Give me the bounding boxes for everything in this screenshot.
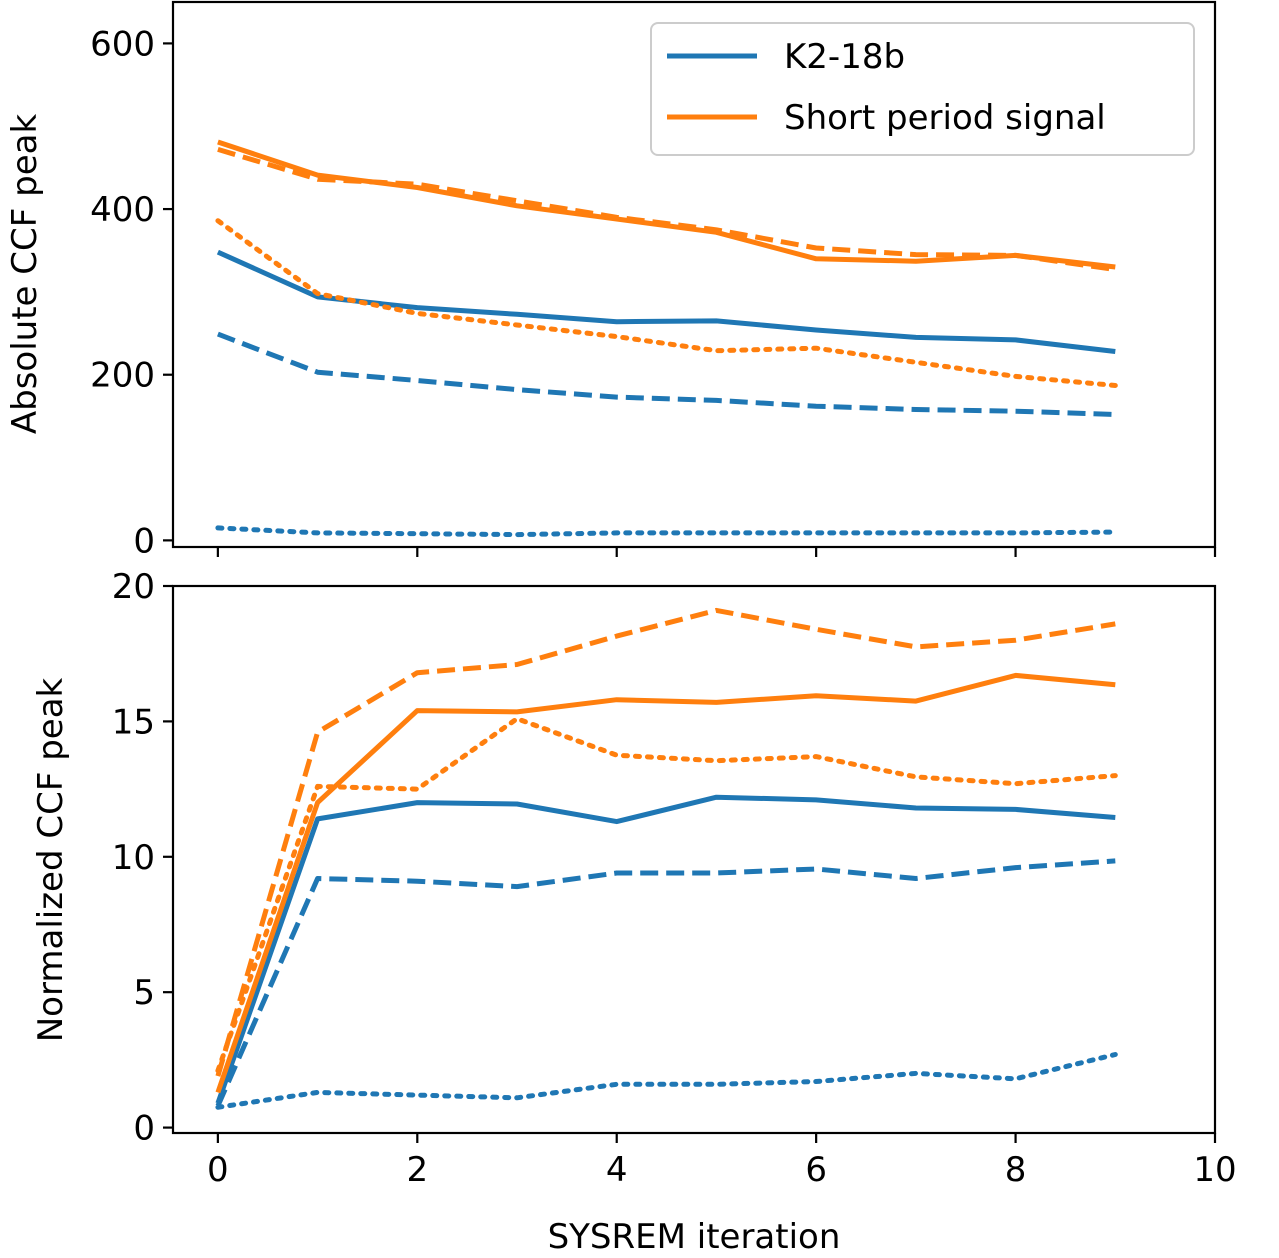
bottom-y-axis-label: Normalized CCF peak [31,677,71,1042]
legend-box [650,22,1195,156]
bottom-y-tick-label: 5 [133,973,155,1013]
top-series-k2-dashed [217,331,1116,417]
top-panel-frame [171,0,1217,549]
bottom-x-tick-label: 6 [805,1150,827,1190]
bottom-x-tick-label: 10 [1193,1150,1236,1190]
bottom-series-k2-dashed [215,858,1116,1107]
legend-label-short-period-signal: Short period signal [784,98,1106,138]
bottom-panel: 0 5 10 15 20 0 2 4 6 8 10 Normalized CCF peak SYS… [31,567,1237,1257]
top-y-ticks: 0 200 400 600 [90,24,173,561]
bottom-x-tick-label: 4 [606,1150,628,1190]
top-panel: 0 200 400 600 Absolute CCF peak K2-18b Shor… [5,0,1217,561]
bottom-y-tick-label: 20 [112,567,155,607]
bottom-x-ticks: 0 2 4 6 8 10 [207,1133,1237,1190]
top-x-ticks [216,547,1217,557]
top-series-lines [215,139,1118,538]
bottom-series-short-dotted [215,716,1118,1074]
top-y-axis-label: Absolute CCF peak [5,114,45,435]
top-y-tick-label: 200 [90,356,155,396]
bottom-x-tick-label: 8 [1005,1150,1027,1190]
bottom-series-lines [215,607,1118,1110]
bottom-x-tick-label: 2 [406,1150,428,1190]
bottom-y-tick-label: 15 [112,702,155,742]
bottom-y-tick-label: 0 [133,1109,155,1149]
x-axis-label: SYSREM iteration [548,1217,841,1257]
bottom-series-short-dashed [215,607,1116,1077]
bottom-series-short-solid [215,672,1116,1094]
top-series-k2-dotted [215,525,1118,538]
top-series-short-dotted [215,218,1118,388]
top-y-tick-label: 600 [90,24,155,64]
bottom-panel-frame [171,584,1217,1135]
legend: K2-18b Short period signal [650,22,1195,156]
bottom-y-tick-label: 10 [112,838,155,878]
bottom-y-ticks: 0 5 10 15 20 [112,567,173,1149]
bottom-series-k2-dotted [215,1052,1118,1110]
bottom-x-tick-label: 0 [207,1150,229,1190]
bottom-series-k2-solid [215,794,1116,1105]
legend-label-k2-18b: K2-18b [784,37,905,77]
top-series-short-solid [217,139,1116,270]
top-y-tick-label: 0 [133,521,155,561]
top-y-tick-label: 400 [90,190,155,230]
top-series-short-dashed [217,147,1116,272]
